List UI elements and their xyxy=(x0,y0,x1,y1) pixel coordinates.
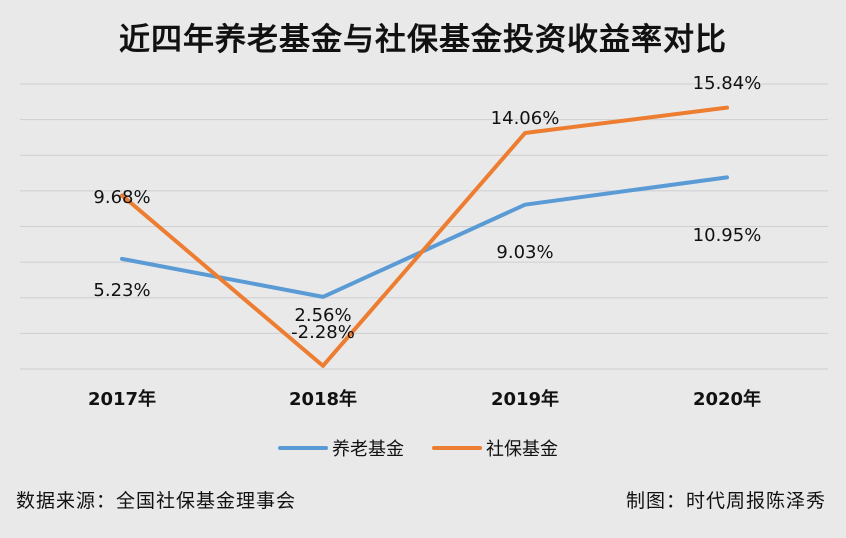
chart-credit: 制图：时代周报陈泽秀 xyxy=(625,490,826,512)
chart-title: 近四年养老基金与社保基金投资收益率对比 xyxy=(119,22,727,58)
data-source: 数据来源：全国社保基金理事会 xyxy=(16,490,297,512)
legend: 养老基金 社保基金 xyxy=(278,439,558,460)
data-label: 9.68% xyxy=(93,187,150,208)
x-tick-label: 2017年 xyxy=(88,388,156,410)
x-tick-label: 2019年 xyxy=(491,388,559,410)
data-label: 10.95% xyxy=(693,225,762,246)
series-line-0 xyxy=(120,175,729,299)
data-label: 5.23% xyxy=(93,280,150,301)
data-label: 9.03% xyxy=(496,242,553,263)
data-label: 15.84% xyxy=(693,73,762,94)
series-lines xyxy=(120,105,729,368)
data-label: 2.56% xyxy=(294,305,351,326)
data-label: -2.28% xyxy=(291,322,355,343)
series-line-1 xyxy=(120,105,729,368)
x-tick-label: 2020年 xyxy=(693,388,761,410)
data-labels: 5.23% 2.56% 9.03% 10.95% 9.68% -2.28% 14.06% 15… xyxy=(93,73,761,343)
x-tick-label: 2018年 xyxy=(289,388,357,410)
legend-label: 社保基金 xyxy=(486,439,558,460)
legend-label: 养老基金 xyxy=(332,439,404,460)
x-axis-ticks: 2017年 2018年 2019年 2020年 xyxy=(88,388,761,410)
gridlines xyxy=(20,83,828,370)
data-label: 14.06% xyxy=(491,108,560,129)
